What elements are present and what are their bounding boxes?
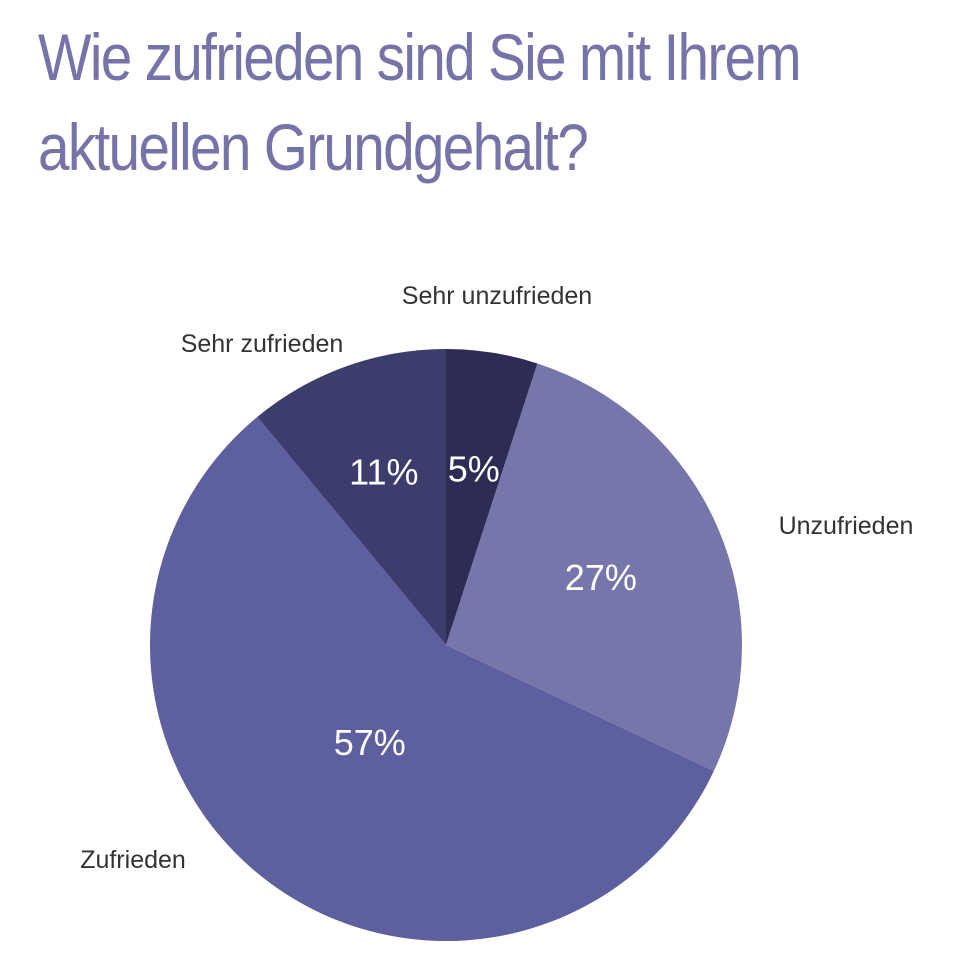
pie-slice-2 xyxy=(446,363,742,772)
pie-slice-4 xyxy=(257,349,446,645)
pie-value-label-3: 57% xyxy=(334,722,406,763)
pie-slice-1 xyxy=(446,349,538,645)
pie-slice-3 xyxy=(150,416,714,941)
pie-value-label-4: 11% xyxy=(349,451,418,492)
pie-category-label-2: Unzufrieden xyxy=(779,512,914,540)
pie-category-label-4: Sehr zufrieden xyxy=(181,330,344,358)
chart-title-line-1: Wie zufrieden sind Sie mit Ihrem xyxy=(38,20,802,94)
chart-title-line-2: aktuellen Grundgehalt? xyxy=(38,110,589,184)
pie-value-label-2: 27% xyxy=(565,557,637,598)
pie-category-label-1: Sehr unzufrieden xyxy=(402,282,592,310)
pie-category-label-3: Zufrieden xyxy=(80,846,186,874)
pie-value-label-1: 5% xyxy=(448,449,500,490)
chart-title: Wie zufrieden sind Sie mit Ihrem aktuell… xyxy=(38,12,838,192)
